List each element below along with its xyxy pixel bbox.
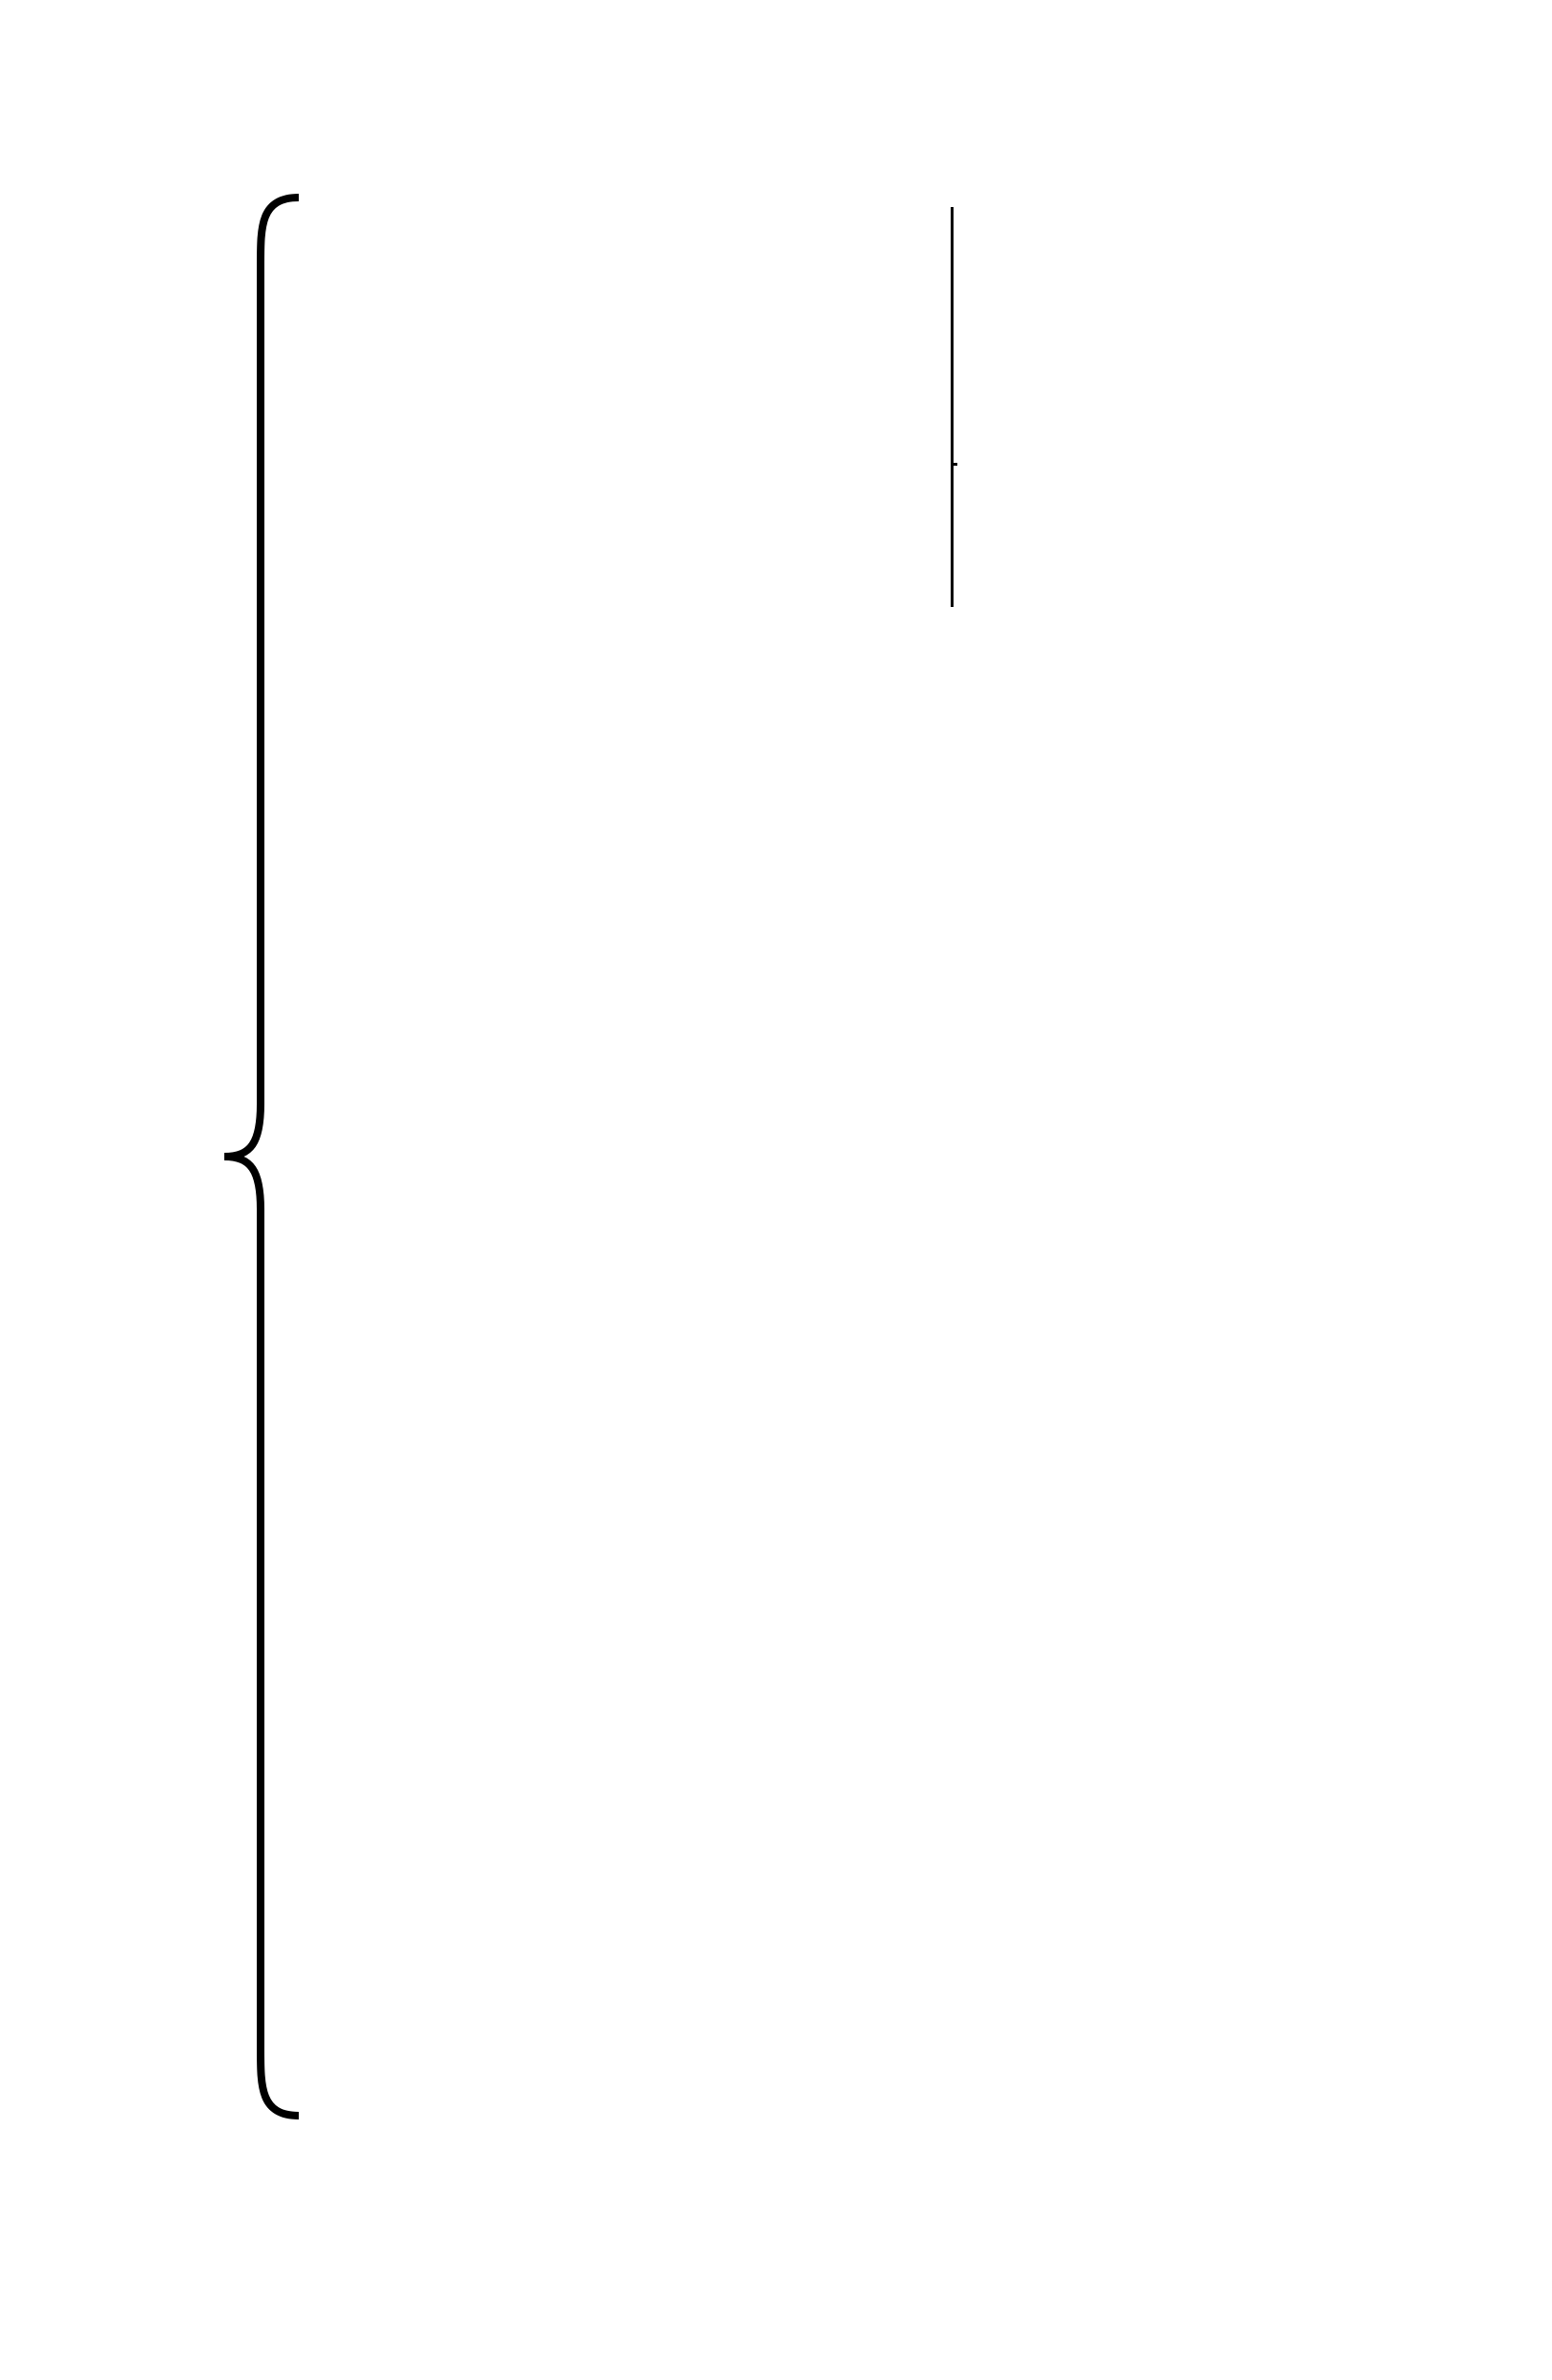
ec50-table [951,207,957,607]
ec50-table-container [951,207,957,607]
ec50-header [953,465,958,608]
figure-brace [222,188,308,2125]
ec50-header-blank [953,207,958,465]
chart [222,703,1225,2278]
chart-title [1296,1324,1358,2182]
